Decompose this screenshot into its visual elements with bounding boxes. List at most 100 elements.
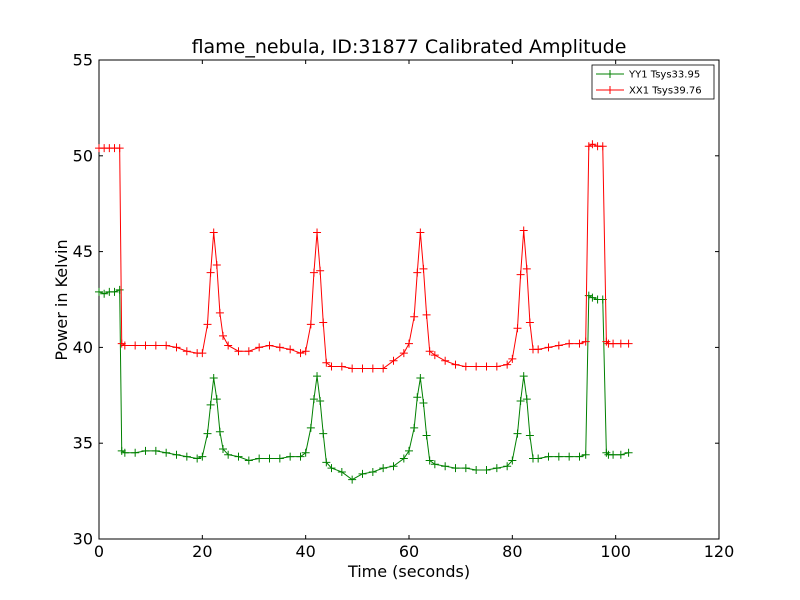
y-tick-label: 40 (73, 338, 93, 357)
x-tick-label: 120 (704, 542, 735, 561)
data-point (209, 374, 218, 383)
data-point (327, 362, 336, 371)
data-point (275, 343, 284, 352)
data-point (358, 469, 367, 478)
data-point (602, 337, 611, 346)
x-tick-label: 60 (399, 542, 419, 561)
data-point (319, 318, 328, 327)
data-point (244, 456, 253, 465)
data-point (379, 464, 388, 473)
data-point (441, 462, 450, 471)
data-point (327, 464, 336, 473)
data-point (565, 339, 574, 348)
data-point (616, 339, 625, 348)
data-point (309, 395, 318, 404)
data-point (162, 341, 171, 350)
data-point (581, 450, 590, 459)
data-point (162, 448, 171, 457)
data-point (389, 356, 398, 365)
legend-marker-yy1 (606, 70, 614, 78)
data-point (461, 362, 470, 371)
data-point (322, 458, 331, 467)
legend-entry-yy1: YY1 Tsys33.95 (596, 70, 700, 81)
data-point (265, 341, 274, 350)
data-point (482, 362, 491, 371)
data-point (616, 450, 625, 459)
y-axis-label: Power in Kelvin (52, 239, 71, 360)
data-point (492, 362, 501, 371)
data-point (410, 312, 419, 321)
data-point (313, 372, 322, 381)
data-point (224, 341, 233, 350)
data-point (172, 450, 181, 459)
x-tick-label: 80 (502, 542, 522, 561)
data-point (151, 341, 160, 350)
data-point (598, 142, 607, 151)
data-point (182, 452, 191, 461)
data-point (358, 364, 367, 373)
data-point (503, 360, 512, 369)
data-point (519, 226, 528, 235)
data-point (141, 446, 150, 455)
data-point (215, 427, 224, 436)
y-tick-label: 30 (73, 530, 93, 549)
data-point (206, 268, 215, 277)
data-point (413, 268, 422, 277)
data-point (399, 454, 408, 463)
data-point (234, 347, 243, 356)
data-point (131, 448, 140, 457)
data-point (513, 324, 522, 333)
data-point (624, 448, 633, 457)
data-point (198, 452, 207, 461)
data-point (100, 289, 109, 298)
data-point (203, 429, 212, 438)
data-point (399, 349, 408, 358)
data-point (584, 142, 593, 151)
legend-label-yy1: YY1 Tsys33.95 (628, 70, 700, 81)
data-point (602, 448, 611, 457)
data-point (416, 374, 425, 383)
data-point (565, 452, 574, 461)
data-point (525, 318, 534, 327)
data-point (309, 268, 318, 277)
data-point (301, 347, 310, 356)
data-point (419, 398, 428, 407)
legend: YY1 Tsys33.95 XX1 Tsys39.76 (591, 64, 715, 100)
chart-title: flame_nebula, ID:31877 Calibrated Amplit… (192, 36, 627, 58)
data-point (244, 347, 253, 356)
legend-label-xx1: XX1 Tsys39.76 (629, 86, 702, 97)
y-tick-label: 55 (73, 51, 93, 70)
data-point (316, 397, 325, 406)
data-point (301, 448, 310, 457)
x-tick-label: 100 (600, 542, 631, 561)
data-point (203, 320, 212, 329)
data-point (451, 360, 460, 369)
data-point (472, 362, 481, 371)
data-point (212, 395, 221, 404)
data-point (95, 287, 103, 296)
data-point (451, 464, 460, 473)
data-point (516, 397, 525, 406)
data-point (368, 364, 377, 373)
legend-entry-xx1: XX1 Tsys39.76 (596, 86, 702, 97)
data-point (368, 467, 377, 476)
data-point (554, 452, 563, 461)
data-point (209, 228, 218, 237)
data-point (275, 454, 284, 463)
data-point (519, 372, 528, 381)
data-point (234, 452, 243, 461)
tick-layer: 0 20 40 60 80 100 120 30 35 40 45 50 55 (73, 51, 735, 562)
data-point (219, 444, 227, 453)
data-point (416, 228, 425, 237)
x-tick-label: 40 (295, 542, 315, 561)
data-point (516, 270, 525, 279)
data-point (319, 429, 328, 438)
data-point (425, 347, 434, 356)
data-point (151, 446, 160, 455)
data-point (508, 456, 517, 465)
data-point (322, 358, 331, 367)
data-point (575, 339, 584, 348)
data-point (306, 423, 315, 432)
